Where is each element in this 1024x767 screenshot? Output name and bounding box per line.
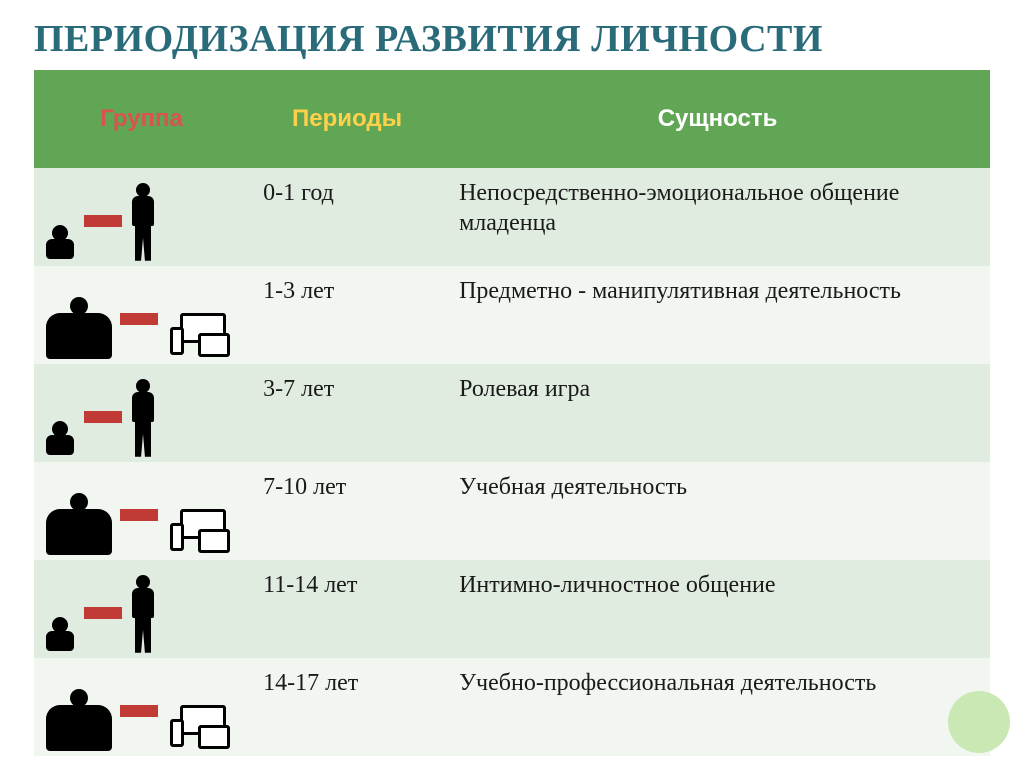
dash-icon [120,313,158,325]
torso-icon [44,689,114,751]
devices-icon [164,507,234,555]
essence-cell: Ролевая игра [445,364,990,462]
dash-icon [84,215,122,227]
col-header-essence: Сущность [445,70,990,168]
baby-icon [44,225,78,261]
essence-cell: Учебная деятельность [445,462,990,560]
periodization-table: Группа Периоды Сущность 0-1 год Непосред… [34,70,990,756]
dash-icon [120,705,158,717]
adult-icon [128,379,158,457]
essence-cell: Интимно-личностное общение [445,560,990,658]
baby-icon [44,617,78,653]
table-row: 7-10 лет Учебная деятельность [34,462,990,560]
table-header-row: Группа Периоды Сущность [34,70,990,168]
col-header-periods: Периоды [249,70,445,168]
dash-icon [84,411,122,423]
corner-decoration-circle [948,691,1010,753]
essence-cell: Непосредственно-эмоциональное общение мл… [445,168,990,266]
dash-icon [120,509,158,521]
adult-icon [128,575,158,653]
period-cell: 11-14 лет [249,560,445,658]
period-cell: 7-10 лет [249,462,445,560]
period-cell: 0-1 год [249,168,445,266]
table-row: 11-14 лет Интимно-личностное общение [34,560,990,658]
devices-icon [164,703,234,751]
table-row: 0-1 год Непосредственно-эмоциональное об… [34,168,990,266]
adult-icon [128,183,158,261]
page-title: ПЕРИОДИЗАЦИЯ РАЗВИТИЯ ЛИЧНОСТИ [34,18,990,62]
baby-icon [44,421,78,457]
torso-icon [44,297,114,359]
table-row: 1-3 лет Предметно - манипулятивная деяте… [34,266,990,364]
period-cell: 14-17 лет [249,658,445,756]
group-cell [34,364,249,462]
dash-icon [84,607,122,619]
essence-cell: Предметно - манипулятивная деятельность [445,266,990,364]
group-cell [34,462,249,560]
group-cell [34,560,249,658]
group-cell [34,266,249,364]
group-cell [34,168,249,266]
torso-icon [44,493,114,555]
period-cell: 3-7 лет [249,364,445,462]
slide-container: ПЕРИОДИЗАЦИЯ РАЗВИТИЯ ЛИЧНОСТИ Группа Пе… [0,0,1024,756]
col-header-group: Группа [34,70,249,168]
group-cell [34,658,249,756]
period-cell: 1-3 лет [249,266,445,364]
table-row: 3-7 лет Ролевая игра [34,364,990,462]
devices-icon [164,311,234,359]
essence-cell: Учебно-профессиональная деятельность [445,658,990,756]
table-row: 14-17 лет Учебно-профессиональная деятел… [34,658,990,756]
